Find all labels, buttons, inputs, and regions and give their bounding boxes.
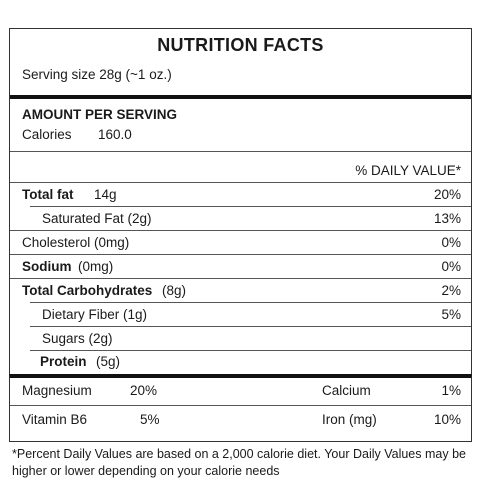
nutrient-sodium-label: Sodium: [22, 259, 72, 274]
nutrient-dietary-fiber-label: Dietary Fiber (1g): [42, 307, 148, 322]
panel-title: NUTRITION FACTS: [157, 35, 324, 55]
footnote: *Percent Daily Values are based on a 2,0…: [12, 447, 466, 478]
nutrient-carbohydrates-amount: (8g): [162, 283, 187, 298]
divider: [10, 230, 471, 231]
mineral-magnesium-label: Magnesium: [22, 383, 92, 398]
nutrient-carbohydrates-dv: 2%: [441, 283, 461, 298]
nutrient-sodium-amount: (0mg): [78, 259, 114, 274]
divider: [10, 405, 471, 406]
divider: [30, 326, 471, 327]
divider: [30, 350, 471, 351]
nutrient-protein-label: Protein: [40, 354, 87, 369]
mineral-calcium-dv: 1%: [441, 383, 461, 398]
nutrient-saturated-fat-dv: 13%: [433, 211, 461, 226]
divider: [10, 182, 471, 183]
divider: [30, 302, 471, 303]
mineral-vitamin-b6-label: Vitamin B6: [22, 412, 88, 427]
calories-label: Calories: [22, 127, 72, 142]
mineral-iron-label: Iron (mg): [322, 412, 377, 427]
nutrient-total-fat-amount: 14g: [94, 187, 117, 202]
divider: [30, 206, 471, 207]
mineral-vitamin-b6-dv: 5%: [140, 412, 160, 427]
vitamins-minerals-panel: Magnesium 20% Calcium 1% Vitamin B6 5% I…: [9, 374, 472, 442]
mineral-iron-dv: 10%: [433, 412, 461, 427]
serving-size: Serving size 28g (~1 oz.): [22, 67, 172, 82]
nutrient-carbohydrates-label: Total Carbohydrates: [22, 283, 153, 298]
nutrient-saturated-fat-label: Saturated Fat (2g): [42, 211, 152, 226]
divider: [10, 254, 471, 255]
mineral-magnesium-dv: 20%: [130, 383, 158, 398]
divider: [10, 278, 471, 279]
nutrient-sodium-dv: 0%: [441, 259, 461, 274]
daily-value-header: % DAILY VALUE*: [355, 163, 461, 178]
divider: [10, 151, 471, 152]
nutrient-total-fat-dv: 20%: [433, 187, 461, 202]
amount-per-serving: AMOUNT PER SERVING: [22, 107, 178, 122]
calories-value: 160.0: [98, 127, 132, 142]
nutrient-cholesterol-label: Cholesterol (0mg): [22, 235, 130, 250]
divider: [10, 95, 471, 99]
nutrient-dietary-fiber-dv: 5%: [441, 307, 461, 322]
nutrient-total-fat-label: Total fat: [22, 187, 74, 202]
nutrient-cholesterol-dv: 0%: [441, 235, 461, 250]
nutrient-sugars-label: Sugars (2g): [42, 331, 113, 346]
nutrient-protein-amount: (5g): [96, 354, 121, 369]
mineral-calcium-label: Calcium: [322, 383, 371, 398]
nutrition-facts-panel: NUTRITION FACTS Serving size 28g (~1 oz.…: [9, 28, 472, 376]
